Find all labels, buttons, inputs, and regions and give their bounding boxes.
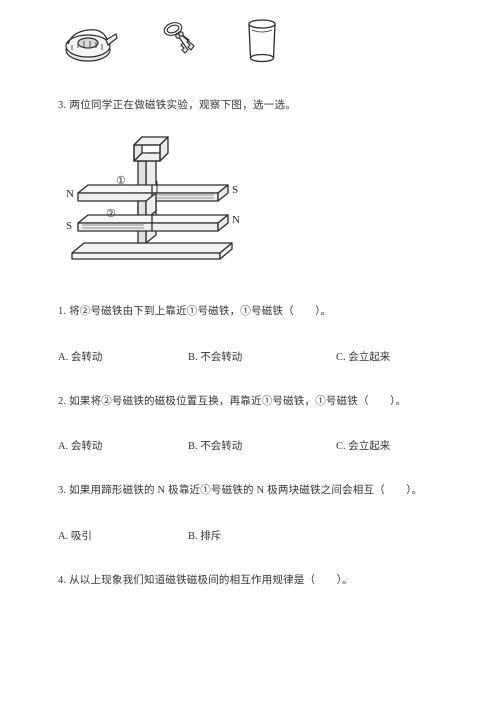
- section-intro: 3. 两位同学正在做磁铁实验，观察下图，选一选。: [58, 98, 442, 115]
- q2-text: 2. 如果将②号磁铁的磁极位置互换，再靠近①号磁铁，①号磁铁（ ）。: [58, 394, 442, 411]
- q2-opt-c: C. 会立起来: [336, 438, 390, 453]
- q2-options: A. 会转动 B. 不会转动 C. 会立起来: [58, 438, 442, 453]
- keys-illustration: [158, 20, 206, 64]
- q4-text: 4. 从以上现象我们知道磁铁磁极间的相互作用规律是（ ）。: [58, 573, 442, 590]
- measuring-tape-illustration: [62, 22, 120, 64]
- glass-cup-illustration: [244, 18, 280, 64]
- q3-opt-a: A. 吸引: [58, 528, 188, 543]
- worksheet-page: 3. 两位同学正在做磁铁实验，观察下图，选一选。: [0, 0, 500, 590]
- figure-right-s: S: [232, 184, 238, 196]
- q1-opt-b: B. 不会转动: [188, 349, 336, 364]
- figure-left-n: N: [66, 188, 74, 200]
- top-images-row: [62, 18, 442, 64]
- q3-opt-b: B. 排斥: [188, 528, 221, 543]
- figure-label-1: ①: [116, 175, 126, 187]
- magnet-figure: ① ② N S S N: [60, 135, 442, 270]
- figure-label-2: ②: [106, 208, 116, 220]
- figure-right-n: N: [232, 214, 240, 226]
- q1-text: 1. 将②号磁铁由下到上靠近①号磁铁，①号磁铁（ ）。: [58, 304, 442, 321]
- q3-text: 3. 如果用蹄形磁铁的 N 极靠近①号磁铁的 N 极两块磁铁之间会相互（ ）。: [58, 483, 442, 500]
- q1-opt-a: A. 会转动: [58, 349, 188, 364]
- q1-opt-c: C. 会立起来: [336, 349, 390, 364]
- q3-options: A. 吸引 B. 排斥: [58, 528, 442, 543]
- figure-left-s: S: [66, 220, 72, 232]
- q2-opt-b: B. 不会转动: [188, 438, 336, 453]
- q1-options: A. 会转动 B. 不会转动 C. 会立起来: [58, 349, 442, 364]
- q2-opt-a: A. 会转动: [58, 438, 188, 453]
